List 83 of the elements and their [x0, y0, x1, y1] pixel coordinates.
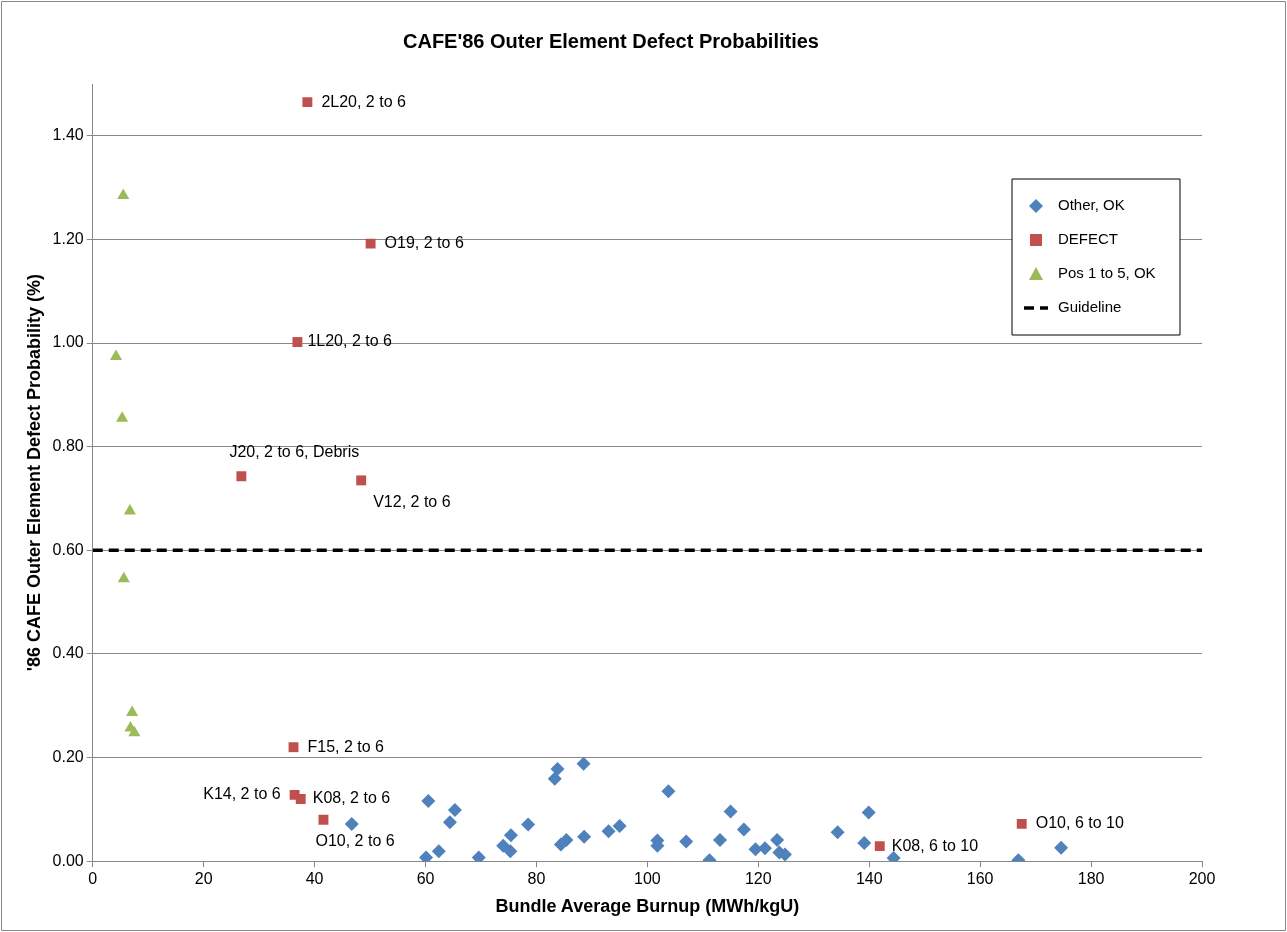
point: [736, 822, 751, 837]
x-tick-label: 200: [1188, 870, 1216, 888]
y-tick-label: 0.60: [52, 540, 84, 558]
x-tick-label: 180: [1077, 870, 1105, 888]
point: [874, 841, 885, 852]
annotation: 1L20, 2 to 6: [307, 332, 393, 350]
point: [419, 850, 434, 862]
point: [365, 238, 376, 249]
legend-label: DEFECT: [1058, 230, 1118, 248]
point: [295, 794, 306, 804]
point: [292, 337, 303, 347]
x-tick-label: 120: [744, 870, 772, 888]
annotation: K08, 6 to 10: [891, 836, 979, 854]
annotation: K08, 2 to 6: [312, 789, 391, 807]
y-tick-label: 0.80: [52, 437, 84, 455]
point: [547, 771, 562, 786]
annotation: O10, 2 to 6: [315, 832, 395, 850]
point: [128, 725, 141, 737]
y-tick-label: 0.40: [52, 644, 84, 662]
point: [109, 349, 123, 361]
point: [496, 838, 511, 853]
point: [521, 817, 536, 832]
chart-title: CAFE'86 Outer Element Defect Probabilities: [403, 29, 819, 52]
point: [471, 850, 486, 862]
point: [126, 705, 139, 716]
point: [503, 844, 518, 859]
point: [713, 832, 728, 847]
point: [601, 824, 616, 839]
point: [612, 818, 627, 833]
x-tick-label: 40: [305, 870, 324, 888]
y-tick-label: 0.20: [52, 747, 84, 765]
point: [576, 756, 591, 771]
x-tick-label: 0: [88, 870, 98, 888]
point: [661, 784, 676, 799]
point: [116, 411, 129, 422]
annotation: V12, 2 to 6: [373, 492, 451, 510]
point: [421, 794, 436, 809]
point: [236, 471, 247, 482]
point: [431, 844, 446, 859]
point: [770, 832, 785, 847]
y-tick-label: 1.40: [52, 126, 84, 144]
y-tick-label: 1.20: [52, 229, 84, 247]
point: [123, 503, 136, 515]
point: [723, 804, 738, 819]
x-tick-label: 160: [966, 870, 994, 888]
y-tick-label: 0.00: [52, 851, 84, 869]
y-tick-label: 1.00: [52, 333, 84, 351]
legend-label: Pos 1 to 5, OK: [1058, 264, 1156, 282]
x-tick-label: 100: [634, 870, 661, 888]
point: [288, 742, 299, 753]
point: [302, 97, 313, 108]
annotation: O10, 6 to 10: [1035, 814, 1124, 832]
point: [447, 802, 462, 817]
annotation: K14, 2 to 6: [203, 785, 281, 803]
annotation: 2L20, 2 to 6: [321, 92, 406, 110]
point: [442, 815, 457, 830]
point: [356, 475, 367, 486]
point: [830, 825, 845, 840]
point: [503, 828, 518, 843]
x-tick-label: 20: [194, 870, 213, 888]
point: [344, 816, 359, 831]
annotation: J20, 2 to 6, Debris: [229, 442, 360, 460]
point: [861, 805, 876, 820]
point: [577, 829, 592, 844]
y-axis-title: '86 CAFE Outer Element Defect Probability (%): [23, 273, 44, 672]
legend-label: Guideline: [1058, 298, 1122, 316]
x-axis-title: Bundle Average Burnup (MWh/kgU): [495, 896, 800, 917]
point: [1054, 840, 1069, 855]
legend-label: Other, OK: [1058, 196, 1125, 214]
point: [1016, 818, 1027, 829]
x-tick-label: 140: [855, 870, 883, 888]
annotation: O19, 2 to 6: [384, 233, 464, 251]
point: [318, 814, 329, 825]
point: [757, 841, 772, 856]
x-tick-label: 60: [416, 870, 435, 888]
x-tick-label: 80: [527, 870, 546, 888]
point: [117, 188, 130, 199]
point: [679, 834, 694, 849]
annotation: F15, 2 to 6: [307, 737, 385, 755]
point: [550, 761, 565, 776]
point: [857, 836, 872, 851]
point: [117, 571, 130, 583]
point: [559, 832, 574, 847]
